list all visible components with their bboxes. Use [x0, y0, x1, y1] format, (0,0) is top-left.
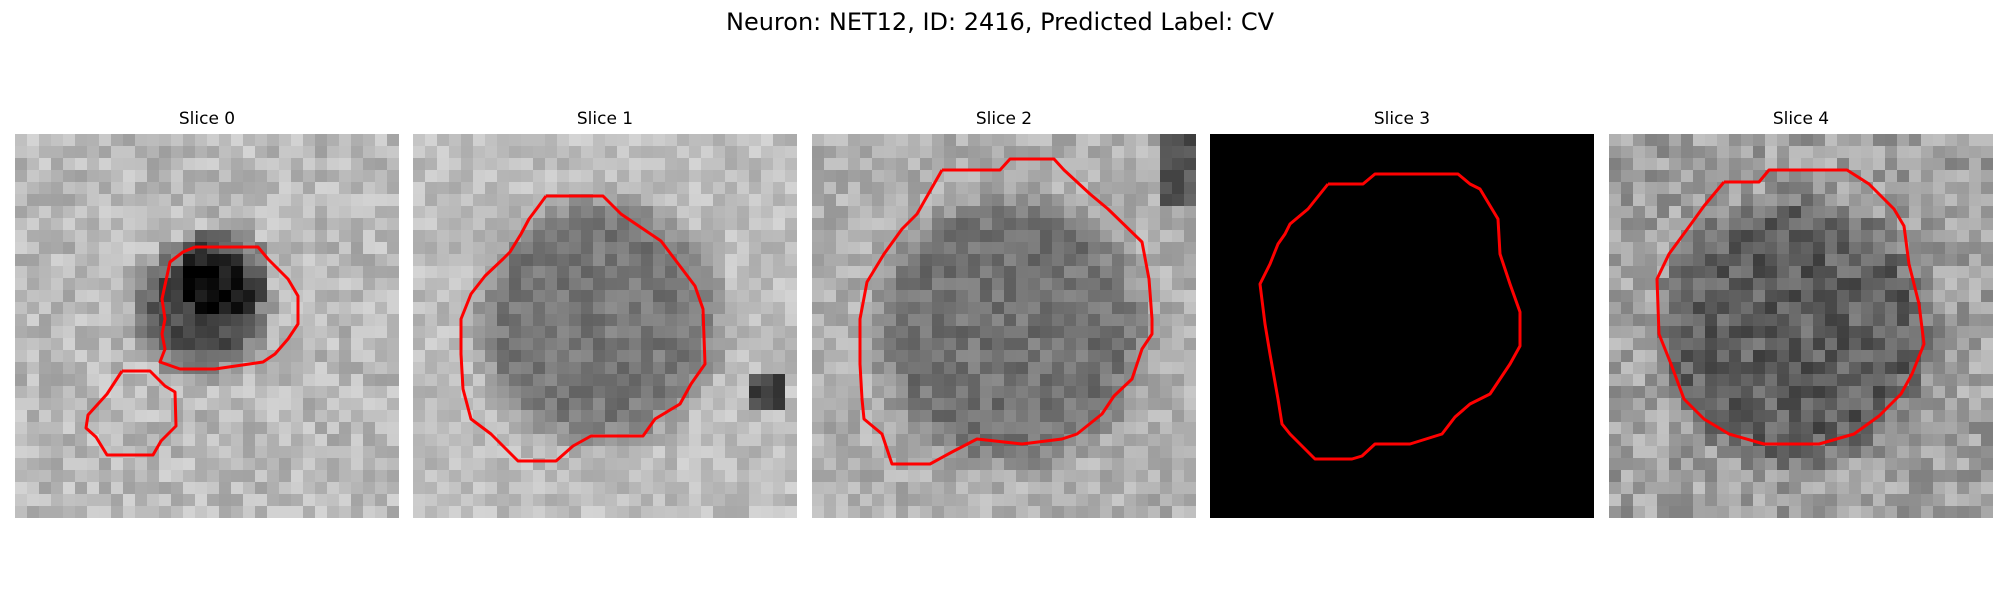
slice-title-0: Slice 0	[178, 109, 236, 129]
slice-image-2	[812, 134, 1196, 518]
slice-image-4	[1609, 134, 1993, 518]
slice-panel-4: Slice 4	[1609, 108, 1993, 518]
slice-title-4: Slice 4	[1772, 109, 1830, 129]
slice-panel-0: Slice 0	[15, 108, 399, 518]
slice-title-3: Slice 3	[1373, 109, 1431, 129]
slice-panel-2: Slice 2	[812, 108, 1196, 518]
slice-title-2: Slice 2	[975, 109, 1033, 129]
slice-title-1: Slice 1	[576, 109, 634, 129]
slice-image-3	[1210, 134, 1594, 518]
slice-image-0	[15, 134, 399, 518]
slice-panel-1: Slice 1	[413, 108, 797, 518]
slice-image-1	[413, 134, 797, 518]
slice-panel-3: Slice 3	[1210, 108, 1594, 518]
figure-title: Neuron: NET12, ID: 2416, Predicted Label…	[726, 8, 1274, 36]
